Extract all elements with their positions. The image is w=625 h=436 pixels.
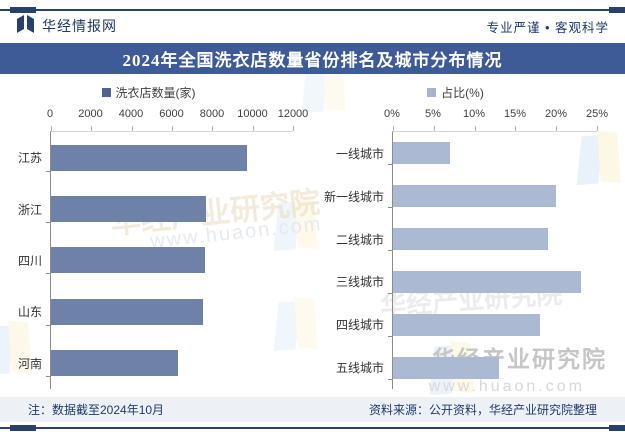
axis-tickmark — [433, 126, 435, 131]
axis-tick-label: 12000 — [277, 108, 309, 120]
bar — [393, 270, 581, 293]
axis-tick-label: 0% — [384, 108, 400, 120]
axis-tickmark — [293, 126, 294, 131]
plot-area: 江苏浙江四川山东河南 — [18, 126, 294, 389]
bar — [393, 313, 540, 336]
axis-tickmark — [172, 126, 173, 131]
bar — [393, 185, 557, 208]
bar-row: 一线城市 — [336, 142, 597, 166]
axis-tickmark — [212, 126, 214, 131]
bar — [51, 196, 207, 223]
category-label: 新一线城市 — [323, 189, 384, 204]
axis-tickmark — [51, 126, 52, 131]
axis-tickmark — [393, 126, 394, 131]
axis-tick-label: 0 — [46, 108, 54, 120]
category-label: 山东 — [17, 305, 42, 320]
bar — [51, 298, 204, 325]
bar-row: 山东 — [18, 298, 293, 326]
bar — [51, 144, 247, 171]
footer-source: 资料来源：公开资料，华经产业研究院整理 — [368, 403, 597, 417]
bar — [393, 356, 500, 379]
huajing-logo-icon — [16, 14, 35, 39]
axis-tick-label: 2000 — [78, 108, 103, 120]
x-axis-ticks: 0% 5% 10% 15% 20% 25% — [384, 108, 608, 125]
axis-tick-label: 15% — [503, 108, 527, 120]
x-axis-ticks: 0 2000 4000 6000 8000 10000 12000 — [46, 108, 308, 125]
divider-cap — [609, 7, 625, 13]
header-slogan: 专业严谨 • 客观科学 — [486, 20, 609, 35]
legend-label: 占比(%) — [441, 85, 484, 100]
axis-tick-label: 25% — [585, 108, 609, 120]
axis-tickmark — [597, 126, 598, 131]
divider-line — [0, 427, 625, 429]
axis-tick-label: 20% — [544, 108, 568, 120]
brand: 华经情报网 — [16, 14, 117, 39]
footer: 注：数据截至2024年10月 资料来源：公开资料，华经产业研究院整理 — [0, 397, 625, 422]
category-label: 五线城市 — [335, 361, 384, 376]
axis-tick-label: 10% — [462, 108, 486, 120]
province-bar-chart: 洗衣店数量(家) 0 2000 4000 6000 8000 10000 12000 江苏浙… — [4, 84, 308, 389]
axis-tick-label: 6000 — [159, 108, 184, 120]
bar-row: 五线城市 — [336, 356, 597, 380]
bar — [393, 228, 549, 251]
bar-row: 三线城市 — [336, 270, 597, 294]
axis-tick-label: 10000 — [237, 108, 268, 120]
category-label: 四川 — [17, 253, 42, 268]
axis-tickmark — [252, 126, 254, 131]
header: 华经情报网 专业严谨 • 客观科学 — [0, 14, 625, 38]
category-label: 三线城市 — [335, 275, 384, 290]
axis-tickmark — [131, 126, 133, 131]
bar-row: 四线城市 — [336, 313, 597, 337]
legend-swatch-icon — [427, 87, 437, 97]
bar-row: 浙江 — [18, 196, 293, 224]
legend-label: 洗衣店数量(家) — [115, 85, 196, 100]
category-label: 河南 — [17, 356, 42, 371]
axis-tickmark — [556, 126, 558, 131]
category-label: 二线城市 — [335, 232, 384, 247]
bottom-divider — [0, 424, 625, 432]
category-label: 浙江 — [17, 202, 42, 217]
city-tier-bar-chart: 占比(%) 0% 5% 10% 15% 20% 25% 一线城市新一线城市二线城市三线城市… — [314, 84, 608, 389]
footer-note: 注：数据截至2024年10月 — [28, 403, 165, 417]
divider-cap — [609, 425, 625, 431]
bar-row: 新一线城市 — [324, 185, 597, 209]
top-divider — [0, 6, 625, 14]
category-label: 一线城市 — [335, 146, 384, 161]
title-band: 2024年全国洗衣店数量省份排名及城市分布情况 — [0, 43, 625, 74]
axis-tickmark — [474, 126, 476, 131]
bar — [393, 142, 451, 165]
plot-area: 一线城市新一线城市二线城市三线城市四线城市五线城市 — [324, 126, 598, 389]
page-title: 2024年全国洗衣店数量省份排名及城市分布情况 — [122, 51, 503, 70]
bar-row: 四川 — [18, 247, 293, 275]
axis-tickmark — [515, 126, 517, 131]
divider-line — [0, 9, 625, 11]
axis-tick-label: 8000 — [199, 108, 225, 120]
category-label: 江苏 — [17, 151, 42, 166]
bar — [51, 350, 179, 377]
charts-area: 洗衣店数量(家) 0 2000 4000 6000 8000 10000 12000 江苏浙… — [0, 84, 625, 389]
bar-row: 河南 — [18, 350, 293, 378]
axis-tick-label: 5% — [425, 108, 441, 120]
axis-tickmark — [91, 126, 93, 131]
brand-name: 华经情报网 — [42, 18, 117, 34]
legend: 占比(%) — [314, 84, 597, 100]
bar — [51, 247, 206, 274]
legend-swatch-icon — [101, 87, 111, 97]
legend: 洗衣店数量(家) — [4, 84, 293, 100]
axis-tick-label: 4000 — [118, 108, 144, 120]
bar-row: 二线城市 — [336, 228, 597, 252]
bar-row: 江苏 — [18, 144, 293, 172]
category-label: 四线城市 — [335, 318, 384, 333]
